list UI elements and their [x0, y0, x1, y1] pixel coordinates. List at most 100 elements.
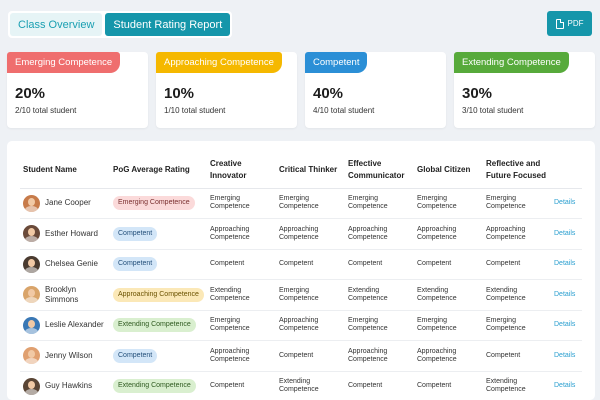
competency-creative-cell: Emerging Competence [207, 188, 276, 219]
competency-creative-cell: Approaching Competence [207, 340, 276, 372]
competency-critical-cell: Approaching Competence [276, 310, 345, 341]
details-link[interactable]: Details [554, 199, 576, 207]
details-link[interactable]: Details [554, 229, 576, 237]
student-name-cell: Jane Cooper [20, 188, 110, 219]
column-header[interactable]: Effective Communicator [345, 153, 414, 189]
card-extending: Extending Competence 30% 3/10 total stud… [454, 52, 595, 128]
pog-rating-cell: Competent [110, 249, 207, 280]
competency-critical-cell: Competent [276, 249, 345, 280]
column-header[interactable]: Critical Thinker [276, 153, 345, 189]
competency-global-cell: Approaching Competence [414, 340, 483, 372]
card-title: Extending Competence [454, 52, 569, 73]
competency-reflective-cell: Extending Competence [483, 279, 551, 311]
competency-reflective-cell: Approaching Competence [483, 218, 551, 250]
student-name-cell: Jenny Wilson [20, 340, 110, 372]
table-row: Jenny Wilson Competent Approaching Compete… [20, 340, 582, 372]
competency-communicator-cell: Extending Competence [345, 279, 414, 311]
summary-cards: Emerging Competence 20% 2/10 total stude… [7, 52, 595, 128]
row-action-cell: Details [551, 188, 582, 219]
student-name-wrap: Esther Howard [23, 225, 107, 243]
competency-reflective-cell: Emerging Competence [483, 188, 551, 219]
student-name: Guy Hawkins [45, 381, 93, 391]
student-name-cell: Chelsea Genie [20, 249, 110, 280]
competency-communicator-cell: Emerging Competence [345, 188, 414, 219]
pog-rating-cell: Competent [110, 340, 207, 372]
column-header [551, 153, 582, 189]
competency-global-cell: Approaching Competence [414, 218, 483, 250]
competency-creative-cell: Approaching Competence [207, 218, 276, 250]
table-row: Guy Hawkins Extending Competence Competent… [20, 371, 582, 400]
competency-creative-cell: Competent [207, 249, 276, 280]
pdf-export-button[interactable]: PDF [547, 11, 592, 36]
competency-critical-cell: Emerging Competence [276, 279, 345, 311]
row-action-cell: Details [551, 310, 582, 341]
pog-rating-cell: Competent [110, 218, 207, 250]
pog-rating-badge: Extending Competence [113, 318, 196, 333]
avatar [23, 194, 40, 212]
table-row: Brooklyn Simmons Approaching Competence Ex… [20, 279, 582, 311]
competency-critical-cell: Emerging Competence [276, 188, 345, 219]
avatar [23, 255, 40, 273]
pog-rating-badge: Extending Competence [113, 379, 196, 394]
card-percent: 30% [462, 85, 493, 102]
card-percent: 40% [313, 85, 344, 102]
card-competent: Competent 40% 4/10 total student [305, 52, 446, 128]
competency-communicator-cell: Approaching Competence [345, 218, 414, 250]
card-subtext: 3/10 total student [462, 106, 524, 115]
row-action-cell: Details [551, 279, 582, 311]
table-body: Jane Cooper Emerging Competence Emerging C… [20, 188, 582, 400]
student-name-wrap: Leslie Alexander [23, 316, 107, 334]
pog-rating-cell: Extending Competence [110, 310, 207, 341]
card-title: Emerging Competence [7, 52, 121, 73]
student-name: Esther Howard [45, 228, 98, 238]
row-action-cell: Details [551, 371, 582, 400]
table-row: Esther Howard Competent Approaching Compet… [20, 218, 582, 250]
details-link[interactable]: Details [554, 321, 576, 329]
competency-communicator-cell: Approaching Competence [345, 340, 414, 372]
column-header[interactable]: PoG Average Rating [110, 153, 207, 189]
view-tabs: Class Overview Student Rating Report [8, 11, 233, 38]
tab-student-rating-report[interactable]: Student Rating Report [105, 13, 231, 36]
competency-creative-cell: Emerging Competence [207, 310, 276, 341]
column-header[interactable]: Creative Innovator [207, 153, 276, 189]
pog-rating-cell: Extending Competence [110, 371, 207, 400]
competency-global-cell: Emerging Competence [414, 188, 483, 219]
card-title: Competent [305, 52, 368, 73]
details-link[interactable]: Details [554, 382, 576, 390]
card-percent: 10% [164, 85, 195, 102]
pog-rating-badge: Competent [113, 226, 158, 241]
competency-global-cell: Competent [414, 249, 483, 280]
details-link[interactable]: Details [554, 290, 576, 298]
competency-reflective-cell: Competent [483, 340, 551, 372]
competency-creative-cell: Extending Competence [207, 279, 276, 311]
card-subtext: 1/10 total student [164, 106, 226, 115]
student-rating-table: Student Name PoG Average Rating Creative… [20, 153, 582, 400]
column-header[interactable]: Global Citizen [414, 153, 483, 189]
avatar [23, 377, 40, 395]
row-action-cell: Details [551, 340, 582, 372]
column-header[interactable]: Reflective and Future Focused [483, 153, 551, 189]
student-name-wrap: Brooklyn Simmons [23, 285, 107, 305]
row-action-cell: Details [551, 218, 582, 250]
pog-rating-badge: Emerging Competence [113, 196, 195, 211]
pog-rating-cell: Emerging Competence [110, 188, 207, 219]
card-subtext: 4/10 total student [313, 106, 375, 115]
student-name: Leslie Alexander [45, 320, 104, 330]
card-emerging: Emerging Competence 20% 2/10 total stude… [7, 52, 148, 128]
student-name-cell: Esther Howard [20, 218, 110, 250]
competency-global-cell: Emerging Competence [414, 310, 483, 341]
avatar [23, 286, 40, 304]
card-approaching: Approaching Competence 10% 1/10 total st… [156, 52, 297, 128]
competency-communicator-cell: Emerging Competence [345, 310, 414, 341]
pog-rating-cell: Approaching Competence [110, 279, 207, 311]
column-header[interactable]: Student Name [20, 153, 110, 189]
tab-class-overview[interactable]: Class Overview [10, 13, 103, 36]
avatar [23, 225, 40, 243]
details-link[interactable]: Details [554, 351, 576, 359]
card-percent: 20% [15, 85, 46, 102]
details-link[interactable]: Details [554, 260, 576, 268]
student-name-wrap: Jenny Wilson [23, 347, 107, 365]
table-row: Jane Cooper Emerging Competence Emerging C… [20, 188, 582, 219]
student-name: Brooklyn Simmons [45, 284, 79, 304]
pdf-file-icon [555, 18, 564, 29]
